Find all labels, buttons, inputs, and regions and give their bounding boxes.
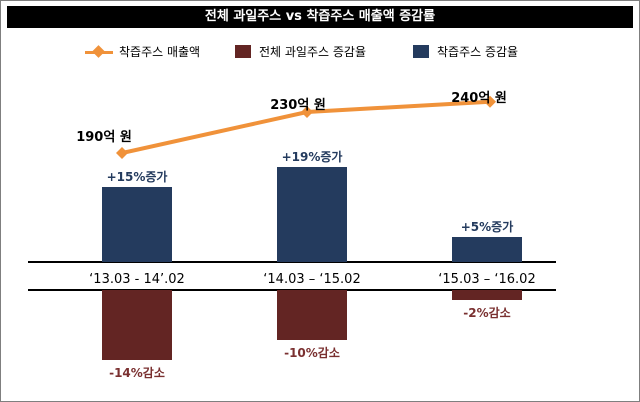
legend-swatch-cold-pressed xyxy=(413,45,429,58)
sales-point xyxy=(301,106,313,118)
x-tick-label: ‘15.03 – ‘16.02 xyxy=(438,272,535,287)
data-label-total-juice-growth: -14%감소 xyxy=(109,365,165,380)
bar-total-juice-growth xyxy=(102,290,172,360)
bar-cold-pressed-growth xyxy=(102,187,172,262)
bar-cold-pressed-growth xyxy=(277,167,347,262)
data-label-total-juice-growth: -2%감소 xyxy=(463,305,510,320)
legend-line-marker-icon xyxy=(85,44,113,58)
legend-swatch-total-juice xyxy=(235,45,251,58)
data-label-sales: 230억 원 xyxy=(270,98,326,113)
data-label-cold-pressed-growth: +19%증가 xyxy=(282,149,343,164)
sales-point xyxy=(484,95,496,108)
legend-item-total-juice: 전체 과일주스 증감율 xyxy=(235,43,366,60)
data-label-cold-pressed-growth: +15%증가 xyxy=(107,169,168,184)
data-label-sales: 190억 원 xyxy=(76,130,132,145)
x-tick-label: ‘13.03 - 14’.02 xyxy=(89,272,185,287)
bar-cold-pressed-growth xyxy=(452,237,522,262)
legend: 착즙주스 매출액 전체 과일주스 증감율 착즙주스 증감율 xyxy=(1,43,640,59)
legend-label-total-juice: 전체 과일주스 증감율 xyxy=(259,45,366,59)
chart-title: 전체 과일주스 vs 착즙주스 매출액 증감률 xyxy=(7,6,633,28)
bar-total-juice-growth xyxy=(277,290,347,340)
bar-total-juice-growth xyxy=(452,290,522,300)
legend-label-sales: 착즙주스 매출액 xyxy=(119,45,201,59)
data-label-cold-pressed-growth: +5%증가 xyxy=(461,219,514,234)
data-label-total-juice-growth: -10%감소 xyxy=(284,345,340,360)
x-tick-label: ‘14.03 – ‘15.02 xyxy=(263,272,360,287)
sales-point xyxy=(116,147,128,159)
legend-item-cold-pressed: 착즙주스 증감율 xyxy=(413,43,518,60)
data-label-sales: 240억 원 xyxy=(451,91,507,106)
legend-label-cold-pressed: 착즙주스 증감율 xyxy=(437,45,519,59)
legend-item-sales: 착즙주스 매출액 xyxy=(85,43,200,60)
